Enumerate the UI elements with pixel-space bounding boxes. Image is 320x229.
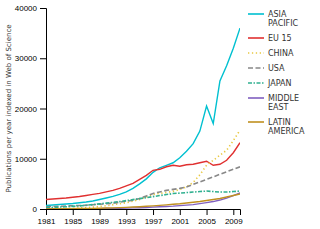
- tick: 1989: [91, 209, 109, 226]
- legend-swatch: [248, 82, 264, 84]
- tick-mark: [40, 8, 46, 9]
- axis-line: [47, 210, 241, 216]
- tick-label: 10000: [15, 155, 38, 164]
- tick: 30000: [15, 54, 46, 63]
- legend-label: MIDDLEEAST: [268, 94, 299, 112]
- legend-swatch: [248, 97, 264, 99]
- legend-item: JAPAN: [248, 79, 291, 88]
- series-line: [46, 143, 240, 200]
- legend-item: MIDDLEEAST: [248, 94, 299, 112]
- legend: ASIAPACIFIC EU 15 CHINA USA JAPAN MIDDLEEAST L…: [248, 10, 305, 136]
- tick-label: 30000: [15, 54, 38, 63]
- plot: 1981 1985 1989 1993 1997 2001 2005 2009 0 10000 20…: [15, 4, 244, 226]
- tick-label: 2005: [198, 217, 216, 226]
- legend-label: CHINA: [268, 49, 294, 58]
- tick-mark: [180, 209, 181, 215]
- legend-swatch: [248, 13, 264, 15]
- legend-item: ASIAPACIFIC: [248, 10, 299, 28]
- tick: 40000: [15, 4, 46, 13]
- legend-swatch: [248, 121, 264, 123]
- legend-label-line: LATIN: [268, 118, 291, 127]
- tick: 2005: [198, 209, 216, 226]
- series-line: [46, 167, 240, 207]
- tick: 10000: [15, 155, 46, 164]
- legend-item: EU 15: [248, 34, 292, 43]
- series-line: [46, 194, 240, 209]
- tick-label: 1985: [64, 217, 82, 226]
- tick-mark: [40, 209, 46, 210]
- legend-swatch: [248, 37, 264, 39]
- legend-label-line: USA: [268, 64, 285, 73]
- tick-mark: [40, 109, 46, 110]
- tick: 0: [33, 205, 46, 214]
- tick-mark: [40, 159, 46, 160]
- tick: 1985: [64, 209, 82, 226]
- legend-label: LATINAMERICA: [268, 118, 305, 136]
- legend-swatch: [248, 52, 264, 54]
- axis-line: [40, 9, 47, 210]
- tick: 1993: [118, 209, 136, 226]
- tick-label: 1993: [118, 217, 136, 226]
- legend-label-line: EAST: [268, 103, 289, 112]
- legend-label-line: ASIA: [268, 10, 287, 19]
- series-line: [46, 28, 240, 205]
- tick: 2009: [225, 209, 243, 226]
- y-axis: 0 10000 20000 30000 40000: [15, 4, 47, 214]
- legend-label-line: AMERICA: [268, 127, 305, 136]
- tick-label: 40000: [15, 4, 38, 13]
- series-line: [46, 193, 240, 209]
- tick-label: 1981: [38, 217, 56, 226]
- tick: 1981: [38, 209, 56, 226]
- legend-label-line: JAPAN: [267, 79, 291, 88]
- tick: 2001: [171, 209, 189, 226]
- tick-label: 20000: [15, 105, 38, 114]
- legend-item: USA: [248, 64, 285, 73]
- x-axis: 1981 1985 1989 1993 1997 2001 2005 2009: [38, 209, 244, 226]
- tick-mark: [233, 209, 234, 215]
- tick-mark: [153, 209, 154, 215]
- legend-item: CHINA: [248, 49, 294, 58]
- legend-label-line: PACIFIC: [268, 19, 299, 28]
- tick-mark: [73, 209, 74, 215]
- legend-label: ASIAPACIFIC: [268, 10, 299, 28]
- legend-label-line: CHINA: [268, 49, 294, 58]
- legend-label: EU 15: [268, 34, 292, 43]
- tick-mark: [126, 209, 127, 215]
- y-axis-title: Publications per year indexed in Web of …: [5, 24, 13, 192]
- tick: 20000: [15, 105, 46, 114]
- legend-label-line: EU 15: [268, 34, 292, 43]
- tick: 1997: [145, 209, 163, 226]
- series-line: [46, 130, 240, 209]
- tick-label: 1997: [145, 217, 163, 226]
- legend-item: LATINAMERICA: [248, 118, 305, 136]
- tick-mark: [207, 209, 208, 215]
- legend-swatch: [248, 67, 264, 69]
- tick-mark: [40, 58, 46, 59]
- tick-mark: [100, 209, 101, 215]
- tick-label: 1989: [91, 217, 109, 226]
- chart: 1981 1985 1989 1993 1997 2001 2005 2009 0 10000 20…: [0, 0, 320, 229]
- legend-label-line: MIDDLE: [268, 94, 299, 103]
- tick-label: 2009: [225, 217, 243, 226]
- legend-label: JAPAN: [267, 79, 291, 88]
- lines: [46, 28, 240, 209]
- legend-label: USA: [268, 64, 285, 73]
- tick-label: 0: [33, 205, 38, 214]
- tick-label: 2001: [171, 217, 189, 226]
